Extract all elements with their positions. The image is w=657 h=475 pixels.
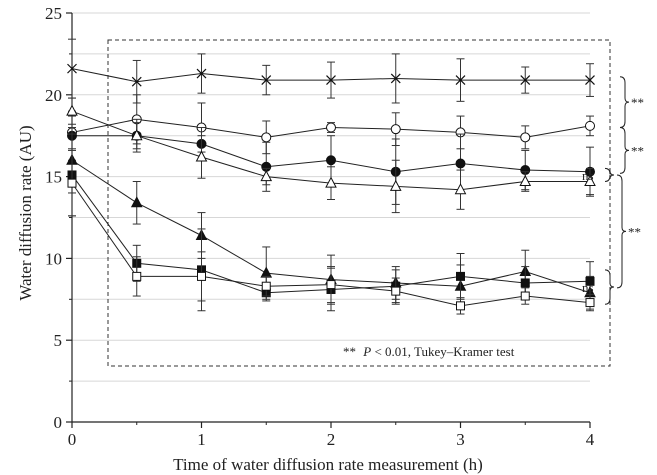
marker-open-square — [132, 271, 142, 281]
marker-open-triangle — [130, 129, 143, 141]
marker-cross — [67, 63, 77, 74]
y-tick-label: 10 — [45, 249, 62, 268]
marker-cross — [326, 75, 336, 86]
marker-cross — [131, 76, 142, 87]
marker-filled-circle — [326, 155, 336, 166]
marker-filled-triangle — [130, 196, 143, 208]
significance-note: ** P < 0.01, Tukey–Kramer test — [343, 344, 515, 359]
marker-open-square — [585, 298, 595, 308]
bracket-label-ns: ns — [582, 280, 594, 295]
axes: 0 5 10 15 20 25 0 1 2 3 4 — [45, 4, 595, 449]
marker-cross — [196, 68, 207, 79]
marker-open-circle — [326, 122, 336, 133]
y-tick-label: 0 — [54, 413, 63, 432]
marker-open-circle — [390, 124, 401, 135]
marker-open-square — [197, 271, 206, 281]
marker-open-square — [391, 286, 401, 296]
marker-filled-triangle — [260, 266, 273, 278]
bracket — [619, 127, 630, 174]
y-tick-label: 25 — [45, 4, 62, 23]
note-stars: ** — [343, 344, 356, 359]
bracket — [616, 174, 627, 289]
bracket — [604, 167, 615, 183]
series-open-triangle — [66, 97, 596, 214]
series-open-circle — [67, 94, 595, 155]
bracket — [619, 76, 630, 129]
note-rest: < 0.01, Tukey–Kramer test — [374, 344, 514, 359]
marker-open-triangle — [325, 176, 337, 188]
marker-open-square — [456, 301, 465, 311]
marker-cross — [261, 75, 272, 86]
x-tick-label: 4 — [586, 430, 595, 449]
marker-open-square — [261, 281, 271, 291]
marker-open-triangle — [260, 170, 273, 182]
x-tick-label: 2 — [327, 430, 336, 449]
series-open-square — [67, 149, 595, 315]
marker-open-circle — [520, 132, 531, 143]
y-tick-label: 5 — [54, 331, 63, 350]
y-tick-label: 15 — [45, 168, 62, 187]
y-axis-label: Water diffusion rate (AU) — [16, 125, 35, 300]
dashed-box — [107, 39, 611, 367]
marker-open-circle — [261, 132, 272, 143]
x-tick-label: 1 — [197, 430, 206, 449]
marker-open-triangle — [454, 183, 467, 195]
marker-open-triangle — [584, 174, 596, 187]
marker-open-square — [67, 178, 77, 188]
marker-open-triangle — [66, 104, 78, 116]
bracket-label-ns: ns — [582, 168, 594, 183]
series-cross — [67, 38, 595, 104]
bracket-label-stars: ** — [631, 143, 644, 158]
marker-cross — [585, 75, 595, 86]
marker-cross — [520, 75, 531, 86]
marker-filled-square — [585, 276, 595, 286]
marker-cross — [390, 73, 401, 84]
marker-filled-square — [520, 278, 530, 288]
marker-filled-circle — [455, 158, 466, 169]
marker-open-square — [520, 291, 530, 301]
marker-open-triangle — [519, 174, 532, 187]
data-series-group — [66, 38, 596, 315]
bracket-label-stars: ** — [631, 95, 644, 110]
marker-open-triangle — [195, 150, 208, 162]
note-p: P — [362, 344, 371, 359]
bracket — [604, 269, 615, 305]
marker-open-square — [326, 280, 336, 290]
dashed-annotation-box — [107, 39, 611, 367]
marker-open-circle — [585, 120, 595, 131]
x-tick-label: 3 — [456, 430, 465, 449]
marker-filled-square — [456, 271, 465, 281]
x-axis-label: Time of water diffusion rate measurement… — [173, 455, 483, 474]
x-tick-label: 0 — [68, 430, 77, 449]
marker-open-triangle — [389, 179, 402, 191]
y-tick-label: 20 — [45, 86, 62, 105]
bracket-label-stars: ** — [628, 224, 641, 239]
marker-cross — [455, 75, 466, 86]
significance-brackets: ** ** ns ** ns — [582, 76, 644, 305]
